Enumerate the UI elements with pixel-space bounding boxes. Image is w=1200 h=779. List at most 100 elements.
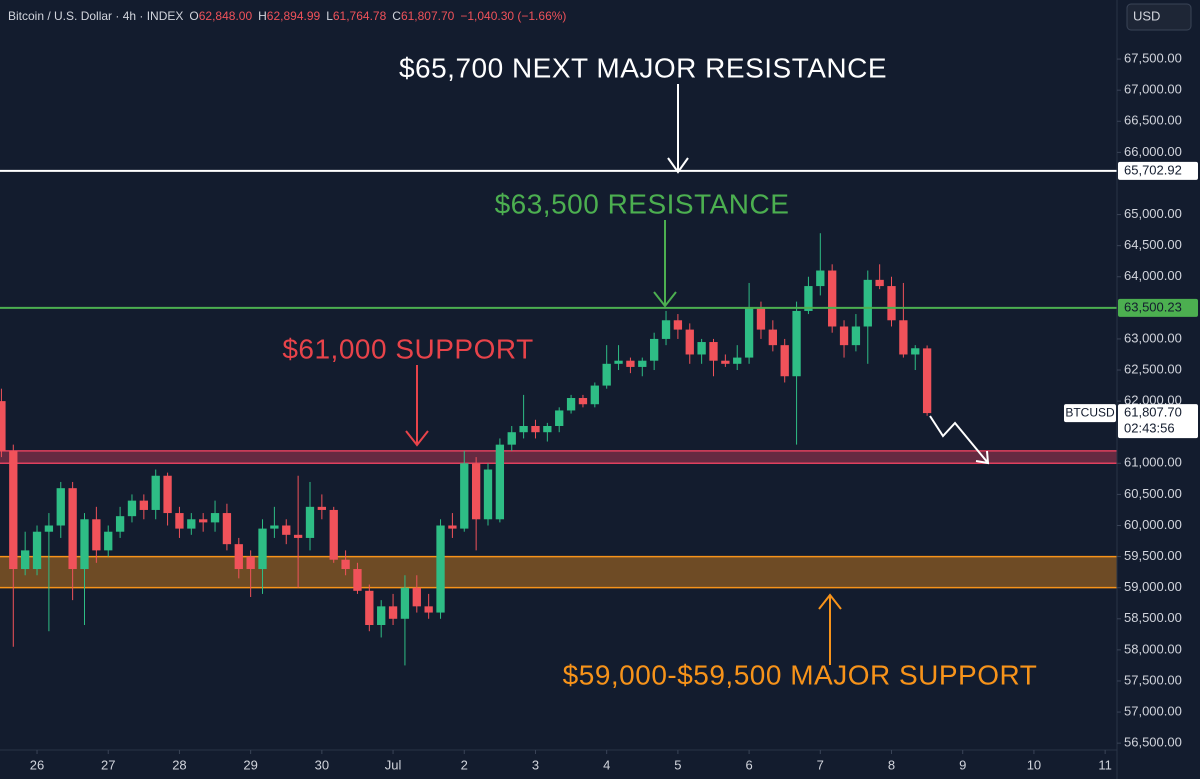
candle-body bbox=[234, 544, 243, 570]
candle-body bbox=[68, 488, 77, 570]
currency[interactable]: USD bbox=[1133, 8, 1160, 23]
x-tick-label: 30 bbox=[315, 757, 329, 772]
open-value: 62,848.00 bbox=[199, 9, 253, 23]
candle-body bbox=[756, 307, 766, 330]
arrow bbox=[405, 365, 429, 447]
candle-body bbox=[507, 432, 516, 445]
high-value: 62,894.99 bbox=[267, 9, 321, 23]
candles bbox=[0, 233, 932, 666]
candle-body bbox=[353, 569, 362, 591]
x-tick-label: 29 bbox=[243, 757, 257, 772]
candle-body bbox=[697, 342, 706, 355]
price-box bbox=[1118, 404, 1198, 439]
candle-body bbox=[721, 360, 730, 364]
candle-body bbox=[471, 463, 481, 520]
y-tick-label: 57,000.00 bbox=[1124, 704, 1182, 719]
x-tick-label: 26 bbox=[30, 757, 44, 772]
y-tick-label: 64,500.00 bbox=[1124, 237, 1182, 252]
candle-body bbox=[412, 587, 421, 607]
y-tick-label: 58,000.00 bbox=[1124, 641, 1182, 656]
y-tick-label: 66,500.00 bbox=[1124, 113, 1182, 128]
annotation: $63,500 RESISTANCE bbox=[495, 188, 790, 219]
y-tick-label: 65,000.00 bbox=[1124, 206, 1182, 221]
change: −1,040.30 (−1.66%) bbox=[460, 9, 566, 23]
x-tick-label: 27 bbox=[101, 757, 115, 772]
y-tick-label: 56,500.00 bbox=[1124, 735, 1182, 750]
x-tick-label: 3 bbox=[532, 757, 539, 772]
candle-body bbox=[555, 410, 564, 426]
y-tick-label: 64,000.00 bbox=[1124, 268, 1182, 283]
x-tick-label: 5 bbox=[674, 757, 681, 772]
x-tick-label: 2 bbox=[461, 757, 468, 772]
candle-body bbox=[922, 348, 932, 414]
candle-body bbox=[804, 286, 813, 311]
annotation: $65,700 NEXT MAJOR RESISTANCE bbox=[399, 52, 887, 83]
candle-body bbox=[329, 509, 338, 560]
candle-body bbox=[92, 519, 101, 551]
candle-body bbox=[875, 279, 884, 287]
y-tick-label: 60,500.00 bbox=[1124, 486, 1182, 501]
level-label: 63,500.23 bbox=[1124, 299, 1182, 314]
candle-body bbox=[246, 556, 255, 570]
c-label: C bbox=[392, 9, 401, 23]
o-label: O bbox=[189, 9, 198, 23]
candle-body bbox=[293, 534, 303, 538]
candle-body bbox=[139, 500, 148, 510]
candle-body bbox=[115, 516, 125, 532]
candle-body bbox=[341, 559, 350, 570]
candle-body bbox=[436, 525, 445, 613]
candle-body bbox=[21, 550, 30, 570]
candle-body bbox=[127, 500, 137, 517]
arrows bbox=[405, 84, 990, 665]
y-tick-label: 60,000.00 bbox=[1124, 517, 1182, 532]
arrow bbox=[818, 593, 842, 665]
y-tick-label: 57,500.00 bbox=[1124, 672, 1182, 687]
zone bbox=[0, 450, 1117, 464]
candle-body bbox=[863, 279, 872, 327]
candle-body bbox=[270, 525, 279, 529]
candle-body bbox=[282, 525, 291, 535]
candle-body bbox=[44, 525, 54, 532]
symbol-box bbox=[1064, 404, 1116, 423]
candle-body bbox=[151, 475, 160, 510]
y-tick-label: 62,500.00 bbox=[1124, 361, 1182, 376]
currency-button[interactable] bbox=[1126, 3, 1192, 31]
x-tick-label: 11 bbox=[1098, 757, 1112, 772]
arrow bbox=[667, 84, 689, 174]
candle-body bbox=[80, 519, 89, 570]
candle-body bbox=[163, 475, 172, 514]
y-tick-label: 62,000.00 bbox=[1124, 393, 1182, 408]
candle-body bbox=[602, 363, 611, 386]
levels: 65,702.92 63,500.23 bbox=[0, 161, 1198, 317]
level-label: 65,702.92 bbox=[1124, 162, 1182, 177]
candle-body bbox=[614, 360, 623, 364]
candle-body bbox=[673, 320, 683, 330]
arrow bbox=[653, 220, 677, 308]
y-tick-label: 67,500.00 bbox=[1124, 51, 1182, 66]
candle-body bbox=[744, 307, 754, 358]
candle-body bbox=[365, 590, 374, 625]
candle-body bbox=[828, 270, 837, 327]
h-label: H bbox=[258, 9, 267, 23]
x-tick-label: 7 bbox=[817, 757, 824, 772]
candle-body bbox=[685, 329, 694, 355]
x-tick-label: 4 bbox=[603, 757, 610, 772]
l-label: L bbox=[326, 9, 333, 23]
candle-body bbox=[0, 401, 6, 451]
x-tick-label: 28 bbox=[172, 757, 186, 772]
candle-body bbox=[839, 326, 849, 346]
candle-body bbox=[175, 513, 184, 529]
candle-body bbox=[317, 506, 327, 510]
candle-body bbox=[400, 587, 410, 619]
candle-body bbox=[32, 531, 42, 570]
x-tick-label: 6 bbox=[745, 757, 752, 772]
candle-body bbox=[911, 348, 920, 355]
x-tick-label: Jul bbox=[385, 757, 402, 772]
candle-body bbox=[578, 398, 588, 405]
annotation: $59,000-$59,500 MAJOR SUPPORT bbox=[563, 659, 1038, 690]
candle-body bbox=[448, 525, 457, 529]
candle-body bbox=[377, 606, 386, 625]
candle-body bbox=[590, 385, 599, 405]
candle-body bbox=[768, 329, 777, 346]
